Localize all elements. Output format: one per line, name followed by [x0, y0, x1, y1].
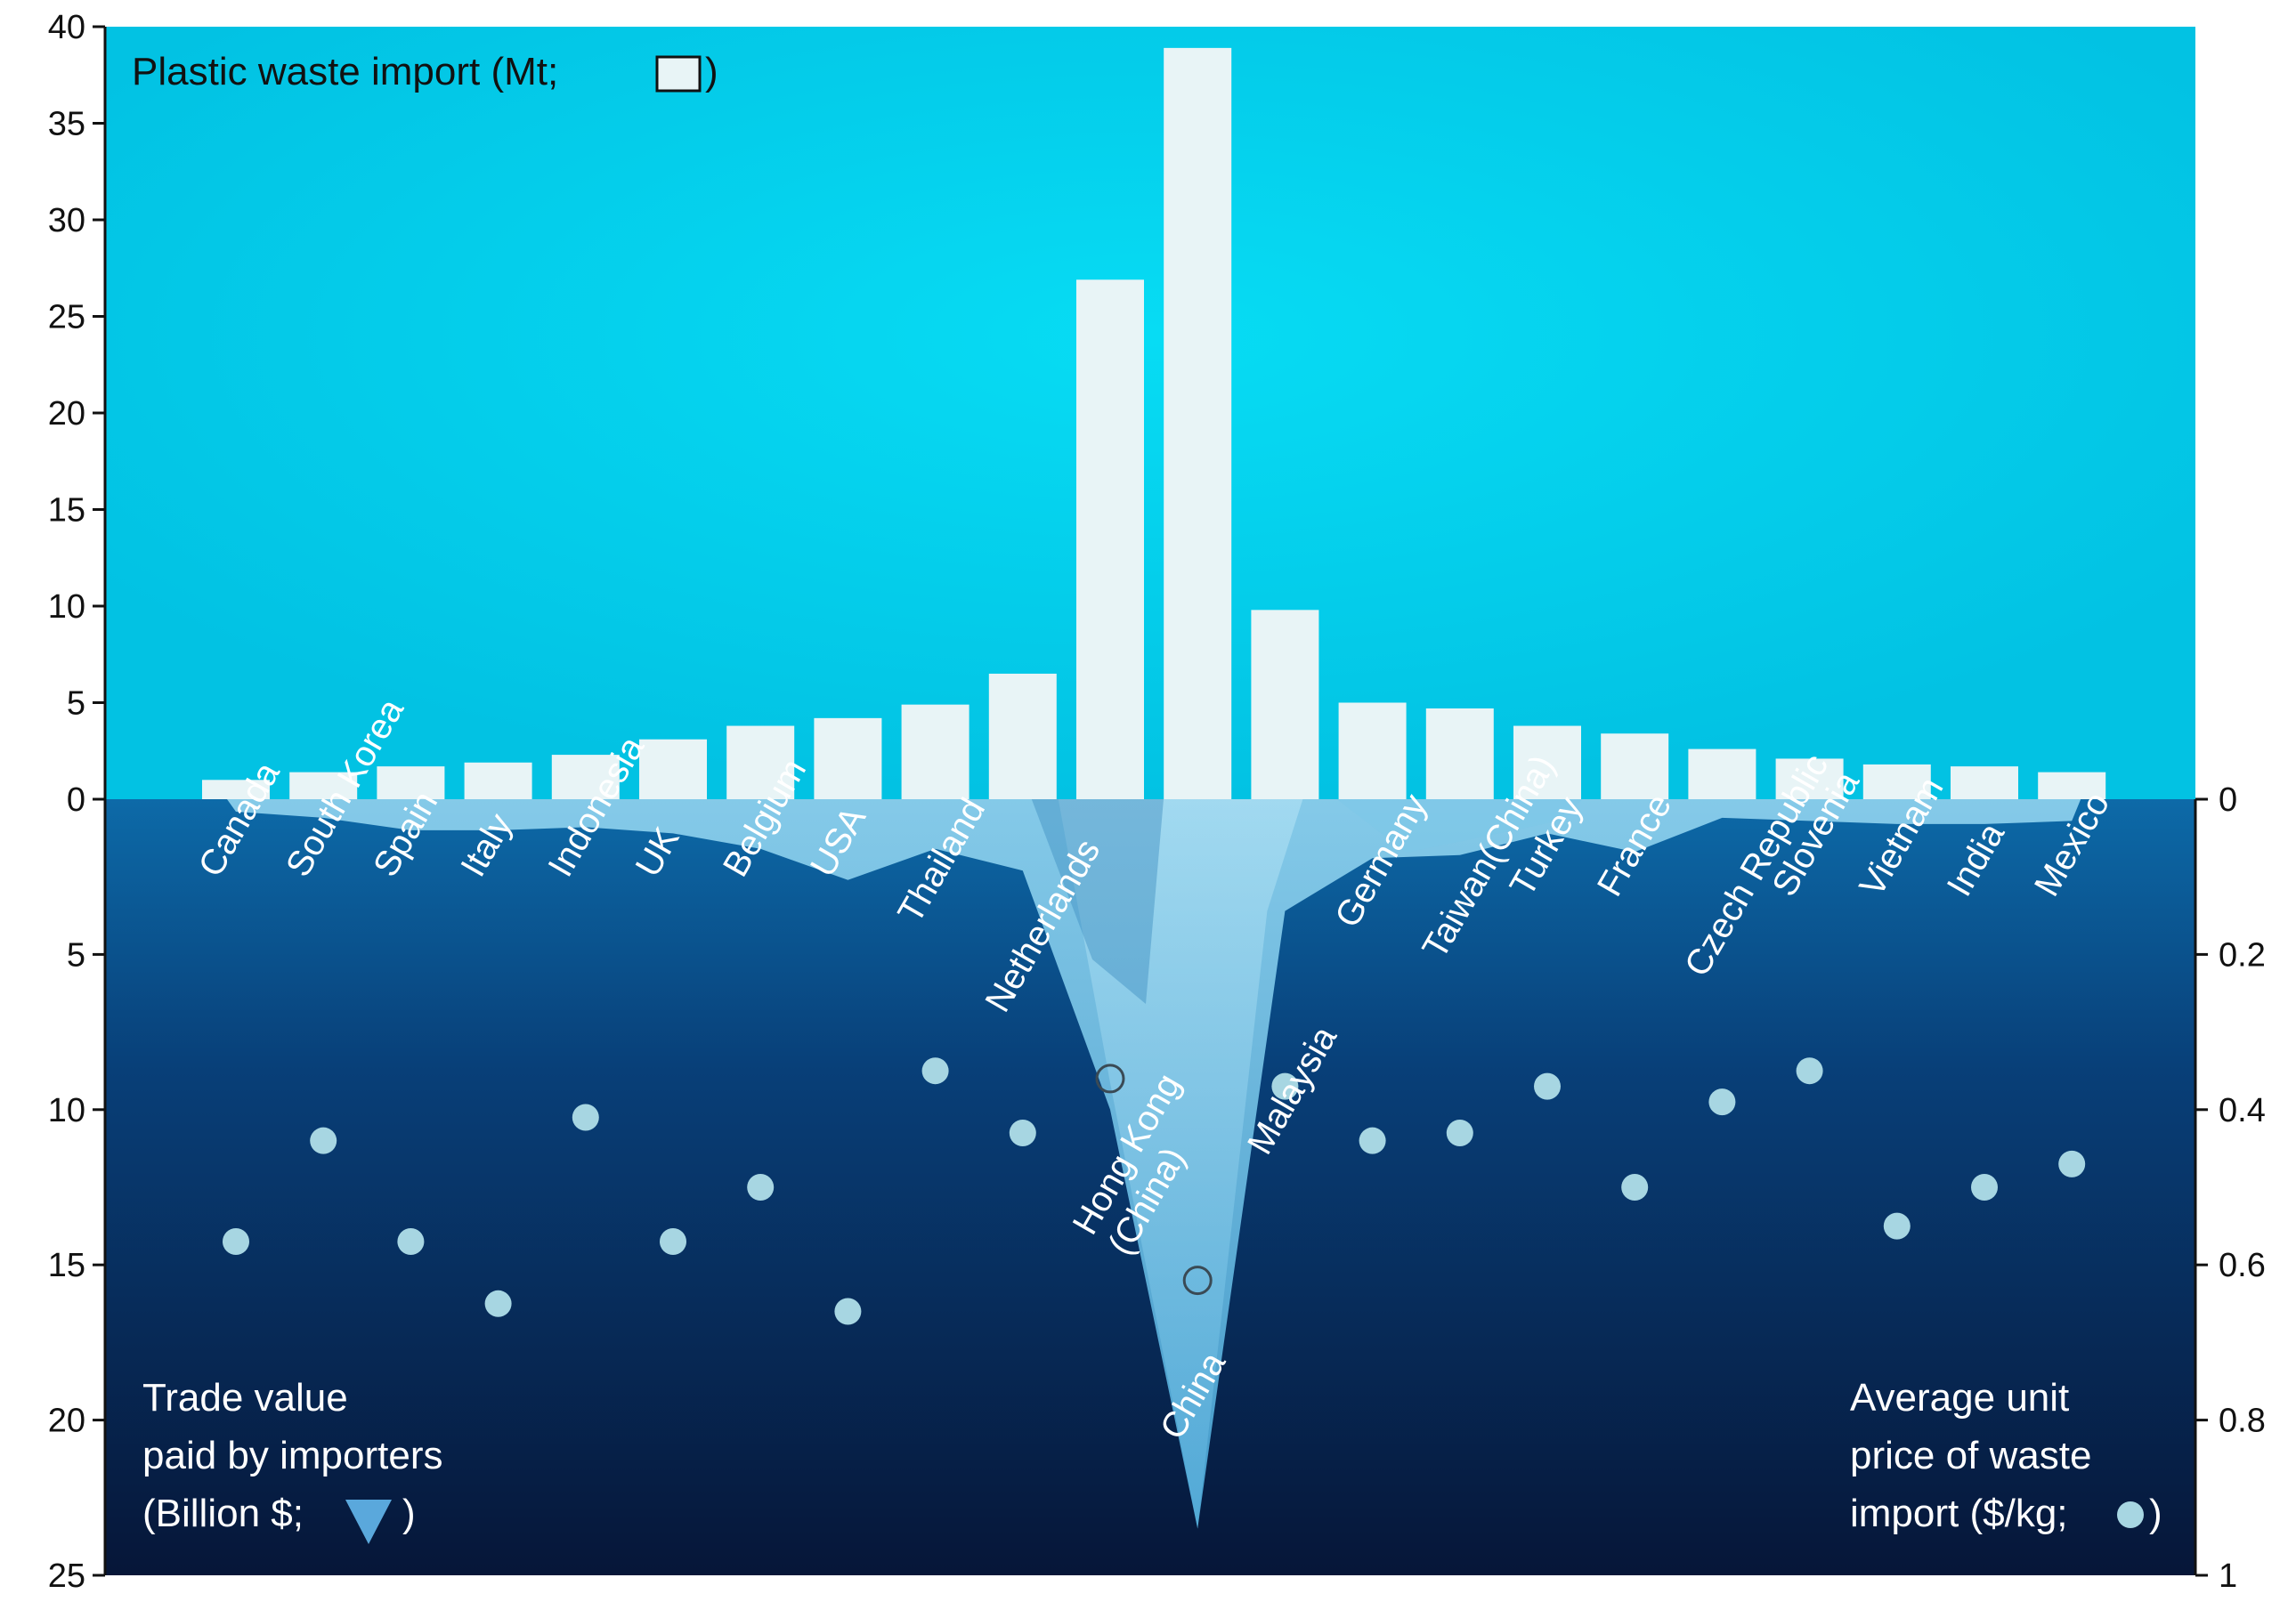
- left-title-line3: (Billion $;: [142, 1492, 304, 1535]
- left-lower-tick-label: 10: [48, 1092, 85, 1129]
- left-upper-tick-label: 15: [48, 492, 85, 530]
- price-dot-italy: [484, 1290, 512, 1317]
- left-upper-tick-label: 30: [48, 202, 85, 239]
- top-legend-bar-swatch: [655, 55, 702, 93]
- left-upper-tick-label: 10: [48, 588, 85, 626]
- bar-india: [1951, 766, 2018, 799]
- left-upper-tick-label: 40: [48, 9, 85, 46]
- right-tick-label: 0.8: [2219, 1403, 2266, 1440]
- bar-china: [1164, 47, 1232, 800]
- bar-italy: [464, 762, 532, 799]
- sky-background: [105, 27, 2195, 799]
- left-upper-tick-label: 20: [48, 395, 85, 433]
- bar-slovenia: [1775, 758, 1844, 799]
- bar-canada: [202, 780, 270, 799]
- top-legend-text: Plastic waste import (Mt;: [132, 50, 558, 93]
- price-dot-vietnam: [1883, 1212, 1911, 1240]
- right-tick-label: 1: [2219, 1557, 2237, 1595]
- left-upper-tick-label: 35: [48, 106, 85, 143]
- left-title-line1: Trade value: [142, 1376, 348, 1420]
- right-tick-label: 0.4: [2219, 1092, 2266, 1129]
- iceberg-facet: [1031, 799, 1164, 1004]
- bar-germany: [1338, 702, 1407, 799]
- left-upper-tick-label: 25: [48, 299, 85, 336]
- price-dot-india: [1971, 1174, 1998, 1201]
- price-dot-legend-icon: [2117, 1501, 2144, 1528]
- price-dot-usa: [834, 1298, 862, 1325]
- price-dot-indonesia: [572, 1104, 599, 1131]
- price-dot-canada: [223, 1228, 249, 1256]
- price-dot-malaysia: [1271, 1072, 1299, 1100]
- bar-czech-republic: [1688, 748, 1756, 799]
- right-tick-label: 0.2: [2219, 936, 2266, 974]
- price-dot-slovenia: [1796, 1057, 1823, 1085]
- left-lower-tick-label: 15: [48, 1247, 85, 1284]
- right-title-close: ): [2149, 1492, 2162, 1535]
- bar-vietnam: [1862, 764, 1931, 799]
- price-dot-france: [1621, 1174, 1649, 1201]
- left-lower-tick-label: 25: [48, 1557, 85, 1595]
- top-legend-close: ): [705, 50, 718, 93]
- bar-usa: [814, 717, 882, 799]
- bar-uk: [639, 739, 707, 799]
- price-dot-taiwan-china-: [1446, 1119, 1473, 1146]
- price-dot-hong-kong-china-: [1095, 1064, 1125, 1094]
- right-title-line1: Average unit: [1850, 1376, 2069, 1420]
- price-dot-south-korea: [310, 1127, 337, 1154]
- price-dot-turkey: [1534, 1072, 1561, 1100]
- bar-indonesia: [551, 755, 620, 799]
- right-title-line2: price of waste: [1850, 1434, 2091, 1477]
- bar-spain: [377, 766, 445, 799]
- left-lower-tick-label: 20: [48, 1403, 85, 1440]
- price-dot-thailand: [921, 1057, 949, 1085]
- bar-france: [1601, 733, 1669, 799]
- bar-south-korea: [289, 772, 358, 799]
- left-lower-tick-label: 5: [67, 936, 85, 974]
- right-tick-label: 0.6: [2219, 1247, 2266, 1284]
- bar-mexico: [2038, 772, 2106, 799]
- iceberg-legend-icon: [345, 1500, 392, 1544]
- price-dot-belgium: [747, 1174, 775, 1201]
- bar-taiwan-china-: [1425, 708, 1494, 799]
- bar-malaysia: [1251, 610, 1319, 799]
- price-dot-netherlands: [1009, 1119, 1036, 1146]
- bar-belgium: [726, 725, 795, 799]
- bar-hong-kong-china-: [1076, 279, 1144, 799]
- price-dot-china: [1182, 1266, 1213, 1296]
- right-title-line3: import ($/kg;: [1850, 1492, 2068, 1535]
- price-dot-czech-republic: [1708, 1088, 1736, 1116]
- iceberg-core: [1058, 799, 1303, 1529]
- bar-turkey: [1513, 725, 1581, 799]
- left-upper-tick-label: 0: [67, 781, 85, 819]
- price-dot-mexico: [2058, 1150, 2086, 1177]
- left-title-line2: paid by importers: [142, 1434, 442, 1477]
- price-dot-germany: [1359, 1127, 1386, 1154]
- right-tick-label: 0: [2219, 781, 2237, 819]
- bar-thailand: [901, 704, 970, 799]
- left-title-close: ): [402, 1492, 416, 1535]
- left-upper-tick-label: 5: [67, 685, 85, 723]
- price-dot-spain: [397, 1228, 425, 1256]
- price-dot-uk: [660, 1228, 686, 1256]
- iceberg-facet: [1336, 799, 1583, 853]
- bar-netherlands: [988, 673, 1057, 799]
